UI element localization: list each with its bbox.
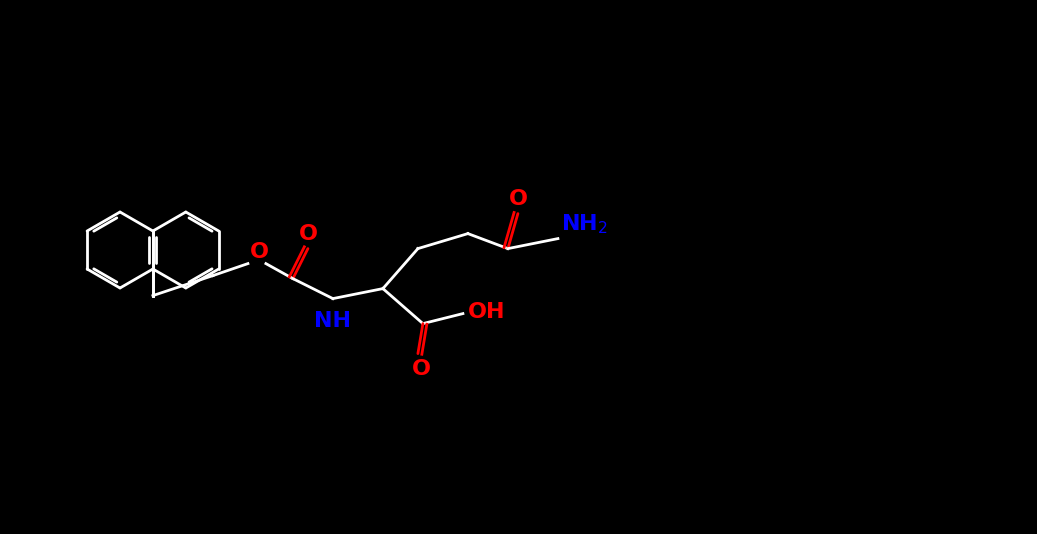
Text: O: O	[299, 224, 317, 244]
Text: O: O	[250, 241, 269, 262]
Text: O: O	[412, 359, 430, 379]
Text: NH$_2$: NH$_2$	[561, 212, 608, 235]
Text: NH: NH	[314, 311, 352, 331]
Text: OH: OH	[468, 302, 505, 321]
Text: O: O	[508, 189, 528, 209]
